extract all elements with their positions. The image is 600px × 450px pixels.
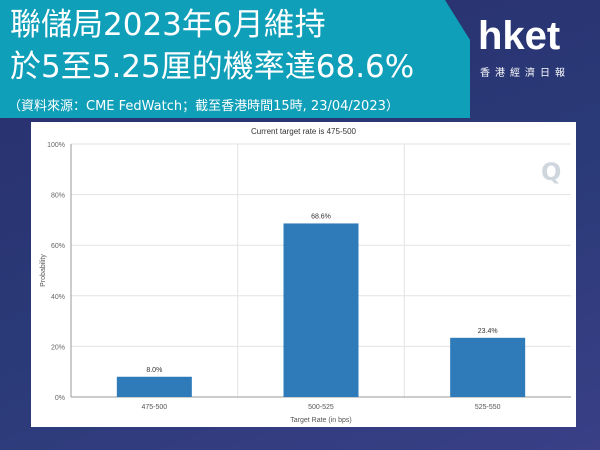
bar-chart: 0% 20% 40% 60% 80% 100% 8.0% 475-500 68.6% 500-52… (40, 142, 571, 424)
bar (283, 223, 359, 397)
y-tick-label: 80% (51, 193, 65, 200)
bar-data-label: 8.0% (146, 367, 162, 374)
chart-title: Current target rate is 475-500 (251, 127, 356, 136)
headline-title-line-1: 聯儲局2023年6月維持 (10, 7, 326, 43)
headline-banner (0, 0, 470, 118)
headline-title-line-2: 於5至5.25厘的機率達68.6% (10, 49, 415, 85)
quikstrike-watermark-icon: Q (541, 158, 562, 186)
y-tick-label: 20% (51, 344, 65, 351)
y-tick-label: 100% (47, 142, 65, 149)
hket-logo-subtitle: 香港經濟日報 (480, 68, 570, 79)
bar-data-label: 23.4% (478, 328, 498, 335)
chart-card: Current target rate is 475-500 Q 0% 20% 40… (31, 122, 576, 427)
x-axis-label: Target Rate (in bps) (290, 417, 351, 424)
hket-logo: hket (478, 14, 561, 58)
source-note: （資料來源：CME FedWatch；截至香港時間15時, 23/04/2023… (8, 99, 399, 114)
y-tick-label: 60% (51, 243, 65, 250)
bar (116, 376, 192, 397)
bar-data-label: 68.6% (311, 213, 331, 220)
x-tick-label: 475-500 (141, 404, 167, 411)
y-axis-label: Probability (40, 254, 47, 287)
y-tick-label: 0% (55, 395, 65, 402)
bar (450, 337, 526, 397)
x-tick-label: 500-525 (308, 404, 334, 411)
y-tick-label: 40% (51, 294, 65, 301)
x-tick-label: 525-550 (475, 404, 501, 411)
